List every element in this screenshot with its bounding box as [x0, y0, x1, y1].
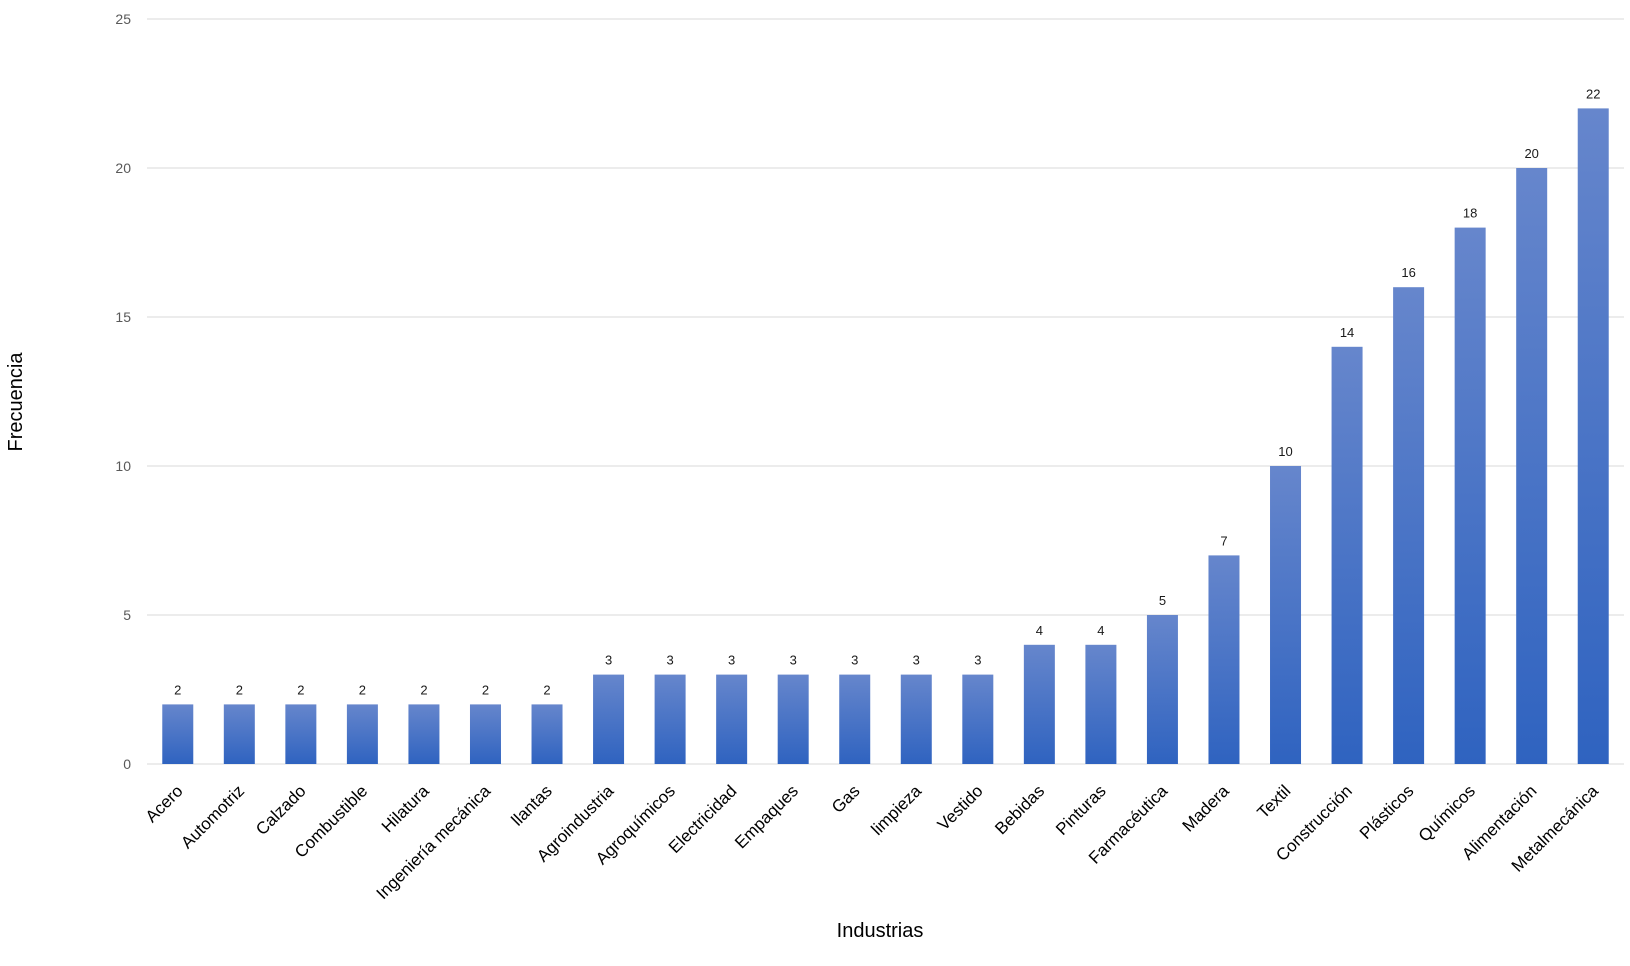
bar	[593, 674, 625, 764]
y-axis-title: Frecuencia	[5, 352, 27, 452]
x-tick-label: Ingeniería mecánica	[373, 781, 495, 903]
bar	[1577, 108, 1609, 764]
bar	[162, 704, 194, 764]
bar	[469, 704, 501, 764]
x-tick-label: limpieza	[868, 781, 926, 839]
y-tick-label: 0	[123, 756, 131, 772]
bar-value-label: 2	[174, 682, 181, 697]
bar-value-label: 7	[1220, 533, 1227, 548]
bar-value-label: 3	[974, 653, 981, 668]
bar	[839, 674, 871, 764]
bars	[162, 108, 1609, 765]
x-tick-label: Acero	[142, 781, 187, 826]
bar-value-label: 3	[605, 653, 612, 668]
bar	[1270, 466, 1302, 764]
x-tick-label: Vestido	[934, 781, 987, 834]
bar-value-label: 18	[1463, 206, 1477, 221]
bar	[1208, 555, 1240, 764]
bar	[531, 704, 563, 764]
bar	[1331, 346, 1363, 764]
bar-value-label: 3	[913, 653, 920, 668]
bar-value-label: 3	[728, 653, 735, 668]
bar	[285, 704, 317, 764]
bar	[1146, 615, 1178, 764]
bar	[716, 674, 748, 764]
bar	[1023, 644, 1055, 764]
bar-value-label: 4	[1036, 623, 1043, 638]
bar-value-label: 5	[1159, 593, 1166, 608]
bar	[223, 704, 255, 764]
gridlines	[147, 18, 1624, 765]
bar-value-label: 2	[543, 682, 550, 697]
y-tick-label: 25	[115, 11, 131, 27]
y-tick-label: 5	[123, 607, 131, 623]
bar-value-label: 3	[851, 653, 858, 668]
bar-value-label: 2	[482, 682, 489, 697]
bar-value-label: 3	[790, 653, 797, 668]
bar-value-label: 22	[1586, 86, 1600, 101]
y-tick-label: 15	[115, 309, 131, 325]
x-tick-label: Plásticos	[1356, 781, 1418, 843]
bar-value-label: 14	[1340, 325, 1354, 340]
bar-value-label: 2	[420, 682, 427, 697]
x-tick-label: Calzado	[252, 781, 310, 839]
bar	[962, 674, 994, 764]
bar	[408, 704, 440, 764]
x-tick-label: Químicos	[1415, 781, 1479, 845]
bar	[1393, 287, 1425, 764]
x-tick-label: Empaques	[731, 781, 802, 852]
x-tick-label: Gas	[828, 781, 863, 816]
bar	[346, 704, 378, 764]
x-tick-label: Madera	[1179, 781, 1234, 836]
y-tick-label: 10	[115, 458, 131, 474]
y-tick-label: 20	[115, 160, 131, 176]
bar-value-label: 20	[1524, 146, 1538, 161]
bar	[900, 674, 932, 764]
bar-value-label: 10	[1278, 444, 1292, 459]
bar	[654, 674, 686, 764]
bar-value-label: 2	[297, 682, 304, 697]
bar	[1454, 227, 1486, 765]
x-tick-label: Hilatura	[378, 781, 433, 836]
bar	[1516, 168, 1548, 764]
x-tick-label: Pinturas	[1052, 781, 1110, 839]
x-axis-title: Industrias	[837, 920, 924, 942]
bar-value-label: 16	[1401, 265, 1415, 280]
x-tick-label: llantas	[508, 781, 556, 829]
bar	[777, 674, 809, 764]
x-tick-label: Bebidas	[991, 781, 1048, 838]
bar-value-label: 2	[236, 682, 243, 697]
bar-value-label: 2	[359, 682, 366, 697]
x-tick-label: Automotriz	[177, 781, 248, 852]
bar-value-label: 4	[1097, 623, 1104, 638]
y-axis-ticks: 0 5 10 15 20 25	[115, 11, 131, 772]
bar-value-label: 3	[666, 653, 673, 668]
x-tick-label: Textil	[1254, 781, 1295, 822]
bar	[1085, 644, 1117, 764]
